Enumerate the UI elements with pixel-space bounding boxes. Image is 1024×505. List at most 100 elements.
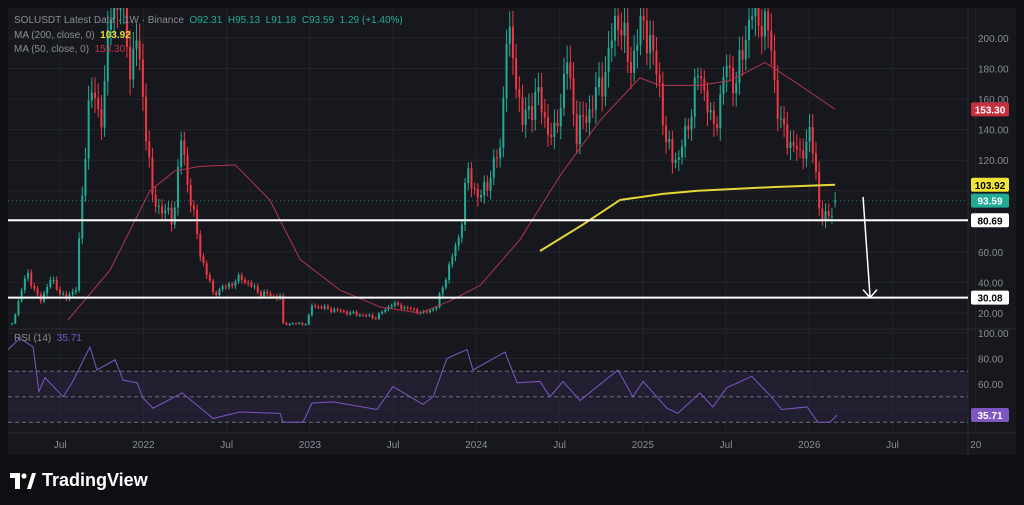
candle-body	[709, 110, 712, 113]
candle-body	[518, 89, 521, 98]
candle-body	[601, 77, 604, 97]
candle-body	[205, 263, 208, 275]
brand-name: TradingView	[42, 470, 148, 490]
symbol-legend[interactable]: SOLUSDT Latest Data · 1W · Binance O92.3…	[14, 15, 403, 26]
close-value: C93.59	[301, 15, 335, 26]
candle-body	[27, 272, 30, 279]
rsi-legend[interactable]: RSI (14) 35.71	[14, 333, 82, 344]
candle-body	[706, 90, 709, 113]
candle-body	[55, 279, 58, 290]
candle-body	[649, 35, 652, 54]
candle-body	[62, 293, 65, 295]
candle-body	[52, 279, 55, 281]
candle-body	[792, 142, 795, 146]
candle-body	[505, 44, 508, 98]
price-tick: 200.00	[978, 34, 1009, 45]
low-value: L91.18	[265, 15, 297, 26]
candle-body	[189, 184, 192, 206]
candle-body	[786, 124, 789, 149]
candle-body	[789, 142, 792, 149]
candle-body	[802, 150, 805, 159]
candle-body	[712, 110, 715, 125]
candle-body	[716, 124, 719, 129]
candle-body	[760, 25, 763, 37]
time-label: Jul	[220, 440, 233, 451]
candle-body	[247, 282, 250, 284]
candle-body	[361, 315, 364, 317]
candle-body	[824, 211, 827, 221]
rsi-levels	[8, 370, 968, 423]
candle-body	[240, 275, 243, 280]
candle-body	[377, 313, 380, 319]
candle-body	[543, 112, 546, 118]
candle-body	[17, 301, 20, 315]
time-label: Jul	[720, 440, 733, 451]
candle-body	[180, 140, 183, 168]
ma50-legend[interactable]: MA (50, close, 0) 153.30	[14, 43, 403, 58]
candle-body	[645, 20, 648, 54]
candle-body	[282, 295, 285, 323]
candle-body	[154, 194, 157, 207]
ma200-value: 103.92	[100, 29, 131, 41]
price-badge	[971, 177, 1009, 192]
price-tick: 160.00	[978, 95, 1009, 106]
candle-body	[473, 188, 476, 190]
candle-body	[176, 167, 179, 208]
ma200-line	[539, 183, 836, 252]
candle-body	[470, 168, 473, 189]
candle-body	[735, 82, 738, 94]
candle-body	[170, 207, 173, 225]
tradingview-logo[interactable]: TradingView	[10, 470, 148, 491]
candle-body	[371, 315, 374, 319]
candle-body	[448, 264, 451, 280]
candle-body	[20, 290, 23, 302]
candle-body	[304, 324, 307, 326]
high-value: H95.13	[227, 15, 261, 26]
candle-body	[202, 256, 205, 264]
candle-body	[416, 309, 419, 314]
candle-body	[668, 139, 671, 142]
time-label: 2024	[465, 440, 488, 451]
candle-body	[834, 200, 837, 203]
candle-body	[680, 146, 683, 158]
candle-body	[113, 8, 116, 20]
candle-body	[604, 72, 607, 97]
candle-body	[342, 311, 345, 313]
candle-body	[78, 238, 81, 291]
candle-body	[725, 65, 728, 78]
candle-body	[779, 118, 782, 120]
candle-body	[795, 145, 798, 150]
candle-body	[575, 113, 578, 145]
candle-body	[109, 19, 112, 30]
candle-body	[827, 211, 830, 216]
candle-body	[502, 97, 505, 148]
candle-body	[684, 125, 687, 147]
candle-body	[259, 292, 262, 297]
candle-body	[365, 315, 368, 317]
candle-body	[754, 8, 757, 17]
candle-body	[151, 157, 154, 195]
candle-body	[116, 8, 119, 10]
time-label: Jul	[387, 440, 400, 451]
projection-arrow	[862, 196, 871, 297]
candle-body	[757, 8, 760, 26]
candle-body	[614, 15, 616, 41]
candle-body	[521, 97, 524, 125]
candle-body	[582, 115, 585, 117]
candle-body	[71, 291, 74, 295]
candle-body	[349, 312, 352, 315]
candle-body	[129, 46, 132, 80]
candle-body	[253, 286, 256, 288]
price-tick: 20.00	[978, 309, 1003, 320]
ma50-label: MA (50, close, 0)	[14, 44, 90, 55]
candle-body	[830, 215, 833, 217]
candle-body	[428, 310, 431, 313]
candle-body	[451, 256, 454, 265]
candle-body	[234, 281, 237, 286]
candle-body	[65, 293, 68, 300]
candle-body	[690, 116, 693, 130]
ma200-legend[interactable]: MA (200, close, 0) 103.92	[14, 29, 403, 44]
price-chart[interactable]: Jul 2022 Jul 2023 Jul 2024 Jul 2025 Jul 2026 Jul 20…	[0, 0, 1024, 460]
candle-body	[652, 35, 655, 51]
candle-body	[483, 181, 486, 196]
